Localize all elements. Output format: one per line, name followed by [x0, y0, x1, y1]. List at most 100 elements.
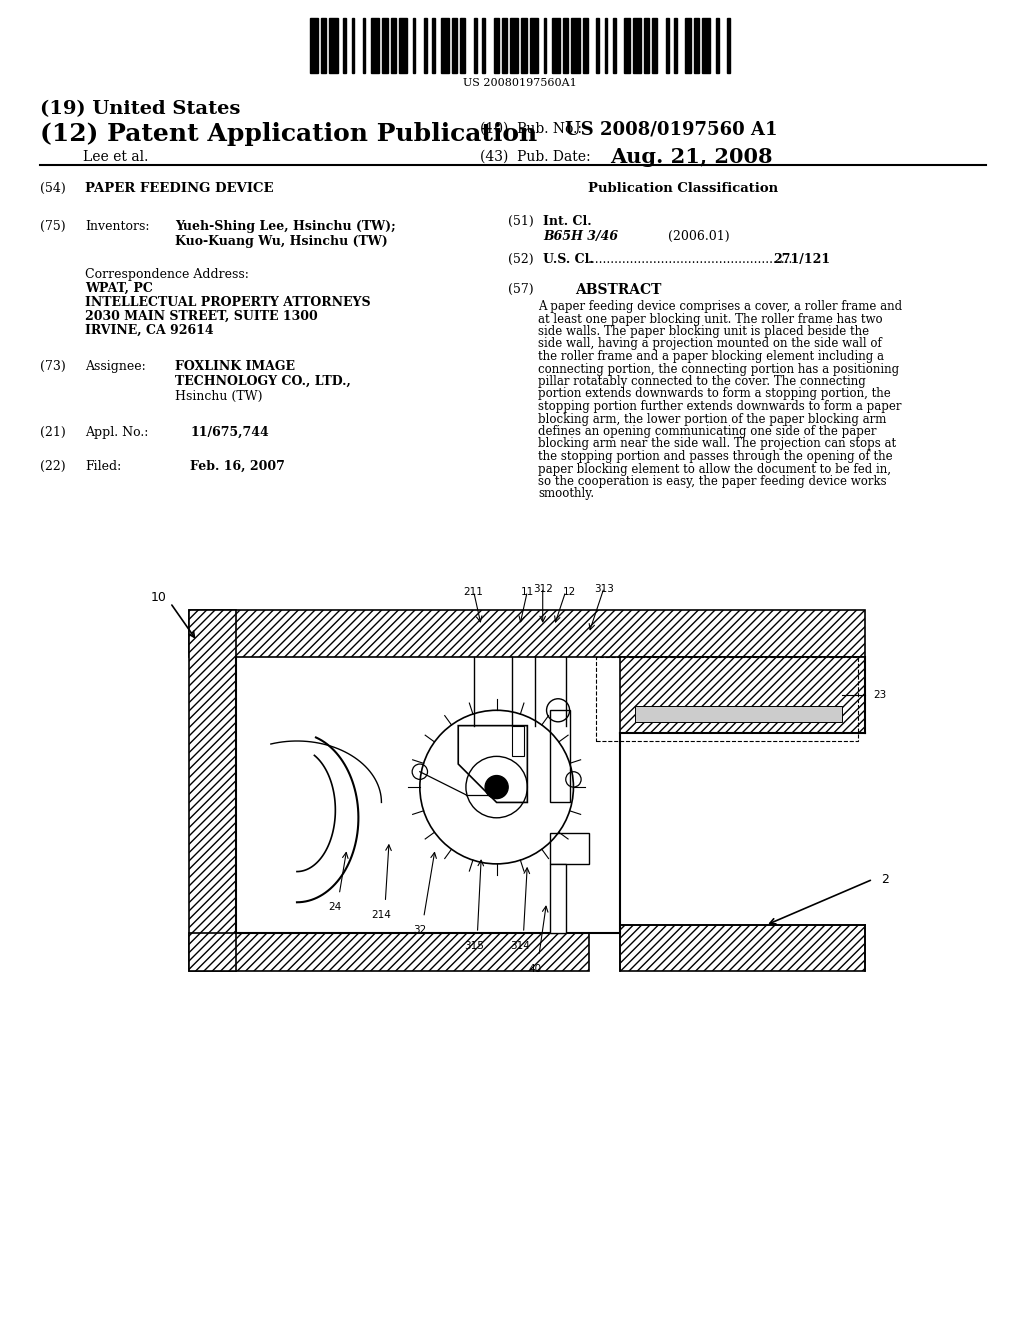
Text: Aug. 21, 2008: Aug. 21, 2008	[610, 147, 772, 168]
Bar	[391, 18, 396, 73]
Bar	[521, 18, 526, 73]
Bar	[620, 656, 865, 734]
Text: (73): (73)	[40, 360, 66, 374]
Text: portion extends downwards to form a stopping portion, the: portion extends downwards to form a stop…	[538, 388, 891, 400]
Bar	[551, 710, 569, 803]
Text: (21): (21)	[40, 426, 66, 440]
Bar	[494, 18, 499, 73]
Bar	[512, 726, 523, 756]
Bar	[474, 18, 476, 73]
Text: INTELLECTUAL PROPERTY ATTORNEYS: INTELLECTUAL PROPERTY ATTORNEYS	[85, 296, 371, 309]
Text: 10: 10	[151, 591, 167, 605]
Bar	[694, 18, 699, 73]
Text: US 20080197560A1: US 20080197560A1	[463, 78, 577, 88]
Bar	[371, 18, 379, 73]
Bar	[482, 18, 485, 73]
Text: 23: 23	[872, 690, 886, 700]
Text: 32: 32	[414, 925, 426, 936]
Bar	[189, 610, 236, 972]
Text: .....................................................: ........................................…	[588, 253, 794, 267]
Bar	[625, 18, 630, 73]
Bar	[510, 18, 518, 73]
Bar	[702, 18, 711, 73]
Text: so the cooperation is easy, the paper feeding device works: so the cooperation is easy, the paper fe…	[538, 475, 887, 488]
Bar	[633, 18, 641, 73]
Bar	[652, 18, 657, 73]
Bar	[432, 18, 435, 73]
Bar	[563, 18, 568, 73]
Bar	[620, 925, 865, 972]
Text: (52): (52)	[508, 253, 534, 267]
Text: the roller frame and a paper blocking element including a: the roller frame and a paper blocking el…	[538, 350, 884, 363]
Text: IRVINE, CA 92614: IRVINE, CA 92614	[85, 323, 214, 337]
Text: blocking arm near the side wall. The projection can stops at: blocking arm near the side wall. The pro…	[538, 437, 896, 450]
Text: Int. Cl.: Int. Cl.	[543, 215, 592, 228]
Text: 314: 314	[510, 941, 529, 950]
Text: (22): (22)	[40, 459, 66, 473]
Text: Inventors:: Inventors:	[85, 220, 150, 234]
Text: (19) United States: (19) United States	[40, 100, 241, 117]
Bar	[502, 18, 507, 73]
Text: (43)  Pub. Date:: (43) Pub. Date:	[480, 150, 591, 164]
Text: 214: 214	[372, 909, 391, 920]
Text: Lee et al.: Lee et al.	[83, 150, 148, 164]
Bar	[666, 18, 669, 73]
Text: 313: 313	[594, 583, 614, 594]
Text: 271/121: 271/121	[773, 253, 830, 267]
Bar	[189, 610, 865, 656]
Bar	[362, 18, 366, 73]
Text: Yueh-Shing Lee, Hsinchu (TW);: Yueh-Shing Lee, Hsinchu (TW);	[175, 220, 395, 234]
Bar	[552, 18, 560, 73]
Text: 2030 MAIN STREET, SUITE 1300: 2030 MAIN STREET, SUITE 1300	[85, 310, 317, 323]
Bar	[551, 863, 565, 933]
Bar	[529, 18, 538, 73]
Text: 315: 315	[464, 941, 483, 950]
Text: WPAT, PC: WPAT, PC	[85, 282, 153, 294]
Text: B65H 3/46: B65H 3/46	[543, 230, 618, 243]
Text: paper blocking element to allow the document to be fed in,: paper blocking element to allow the docu…	[538, 462, 891, 475]
Bar	[571, 18, 580, 73]
Text: (57): (57)	[508, 282, 534, 296]
Text: Filed:: Filed:	[85, 459, 121, 473]
Text: (75): (75)	[40, 220, 66, 234]
Text: 11/675,744: 11/675,744	[190, 426, 268, 440]
Text: PAPER FEEDING DEVICE: PAPER FEEDING DEVICE	[85, 182, 273, 195]
Text: (54): (54)	[40, 182, 66, 195]
Bar	[685, 18, 691, 73]
Text: 2: 2	[881, 873, 889, 886]
Text: Appl. No.:: Appl. No.:	[85, 426, 148, 440]
Bar	[460, 18, 466, 73]
Bar	[399, 18, 408, 73]
Bar	[675, 18, 677, 73]
Text: at least one paper blocking unit. The roller frame has two: at least one paper blocking unit. The ro…	[538, 313, 883, 326]
Text: (51): (51)	[508, 215, 534, 228]
Text: 11: 11	[521, 587, 534, 598]
Text: side wall, having a projection mounted on the side wall of: side wall, having a projection mounted o…	[538, 338, 882, 351]
Bar	[424, 18, 427, 73]
Text: (2006.01): (2006.01)	[668, 230, 730, 243]
Text: 24: 24	[329, 903, 342, 912]
Bar	[644, 18, 649, 73]
Bar	[635, 706, 842, 722]
Text: 312: 312	[532, 583, 553, 594]
Bar	[716, 18, 719, 73]
Bar	[189, 933, 589, 972]
Text: defines an opening communicating one side of the paper: defines an opening communicating one sid…	[538, 425, 877, 438]
Text: stopping portion further extends downwards to form a paper: stopping portion further extends downwar…	[538, 400, 901, 413]
Text: US 2008/0197560 A1: US 2008/0197560 A1	[565, 121, 777, 139]
Text: Publication Classification: Publication Classification	[588, 182, 778, 195]
Bar	[605, 18, 607, 73]
Bar	[330, 18, 338, 73]
Text: connecting portion, the connecting portion has a positioning: connecting portion, the connecting porti…	[538, 363, 899, 375]
Text: TECHNOLOGY CO., LTD.,: TECHNOLOGY CO., LTD.,	[175, 375, 351, 388]
Text: Assignee:: Assignee:	[85, 360, 145, 374]
Text: pillar rotatably connected to the cover. The connecting: pillar rotatably connected to the cover.…	[538, 375, 865, 388]
Text: Feb. 16, 2007: Feb. 16, 2007	[190, 459, 285, 473]
Text: (12) Patent Application Publication: (12) Patent Application Publication	[40, 121, 538, 147]
Bar	[727, 18, 730, 73]
Bar	[310, 18, 318, 73]
Text: 211: 211	[464, 587, 483, 598]
Text: A paper feeding device comprises a cover, a roller frame and: A paper feeding device comprises a cover…	[538, 300, 902, 313]
Text: 40: 40	[528, 964, 542, 974]
Text: Hsinchu (TW): Hsinchu (TW)	[175, 389, 262, 403]
